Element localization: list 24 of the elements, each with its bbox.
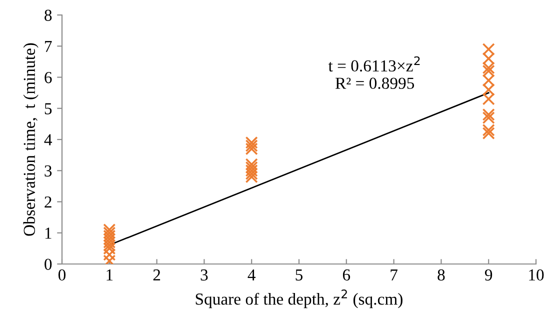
y-tick-label: 3 (44, 165, 52, 177)
x-axis-title: Square of the depth, z$^{2}$ (sq.cm) (196, 290, 402, 308)
annotation: R² = 0.8995 (335, 78, 414, 89)
y-tick-label: 8 (44, 10, 52, 21)
x-tick-label: 1 (106, 269, 113, 280)
y-axis-title: Observation time, t (minute) (23, 43, 38, 236)
x-tick-label: 5 (296, 270, 303, 281)
y-tick-label: 7 (45, 40, 52, 52)
y-tick-label: 5 (44, 103, 52, 114)
x-tick-label: 7 (390, 270, 398, 280)
x-tick-label: 10 (529, 269, 544, 281)
x-tick-label: 4 (248, 269, 256, 280)
y-tick-label: 1 (45, 228, 52, 239)
x-tick-label: 3 (200, 269, 208, 281)
y-tick-label: 0 (44, 258, 52, 270)
y-tick-label: 4 (44, 134, 52, 146)
annotation: t = 0.6113×z$^{2}$ (328, 56, 420, 72)
y-tick-label: 2 (44, 196, 52, 208)
x-tick-label: 9 (484, 269, 492, 281)
x-tick-label: 6 (342, 269, 350, 281)
x-tick-label: 8 (438, 269, 445, 281)
x-tick-label: 2 (153, 269, 160, 280)
x-tick-label: 0 (58, 269, 66, 281)
y-tick-label: 6 (44, 72, 52, 84)
